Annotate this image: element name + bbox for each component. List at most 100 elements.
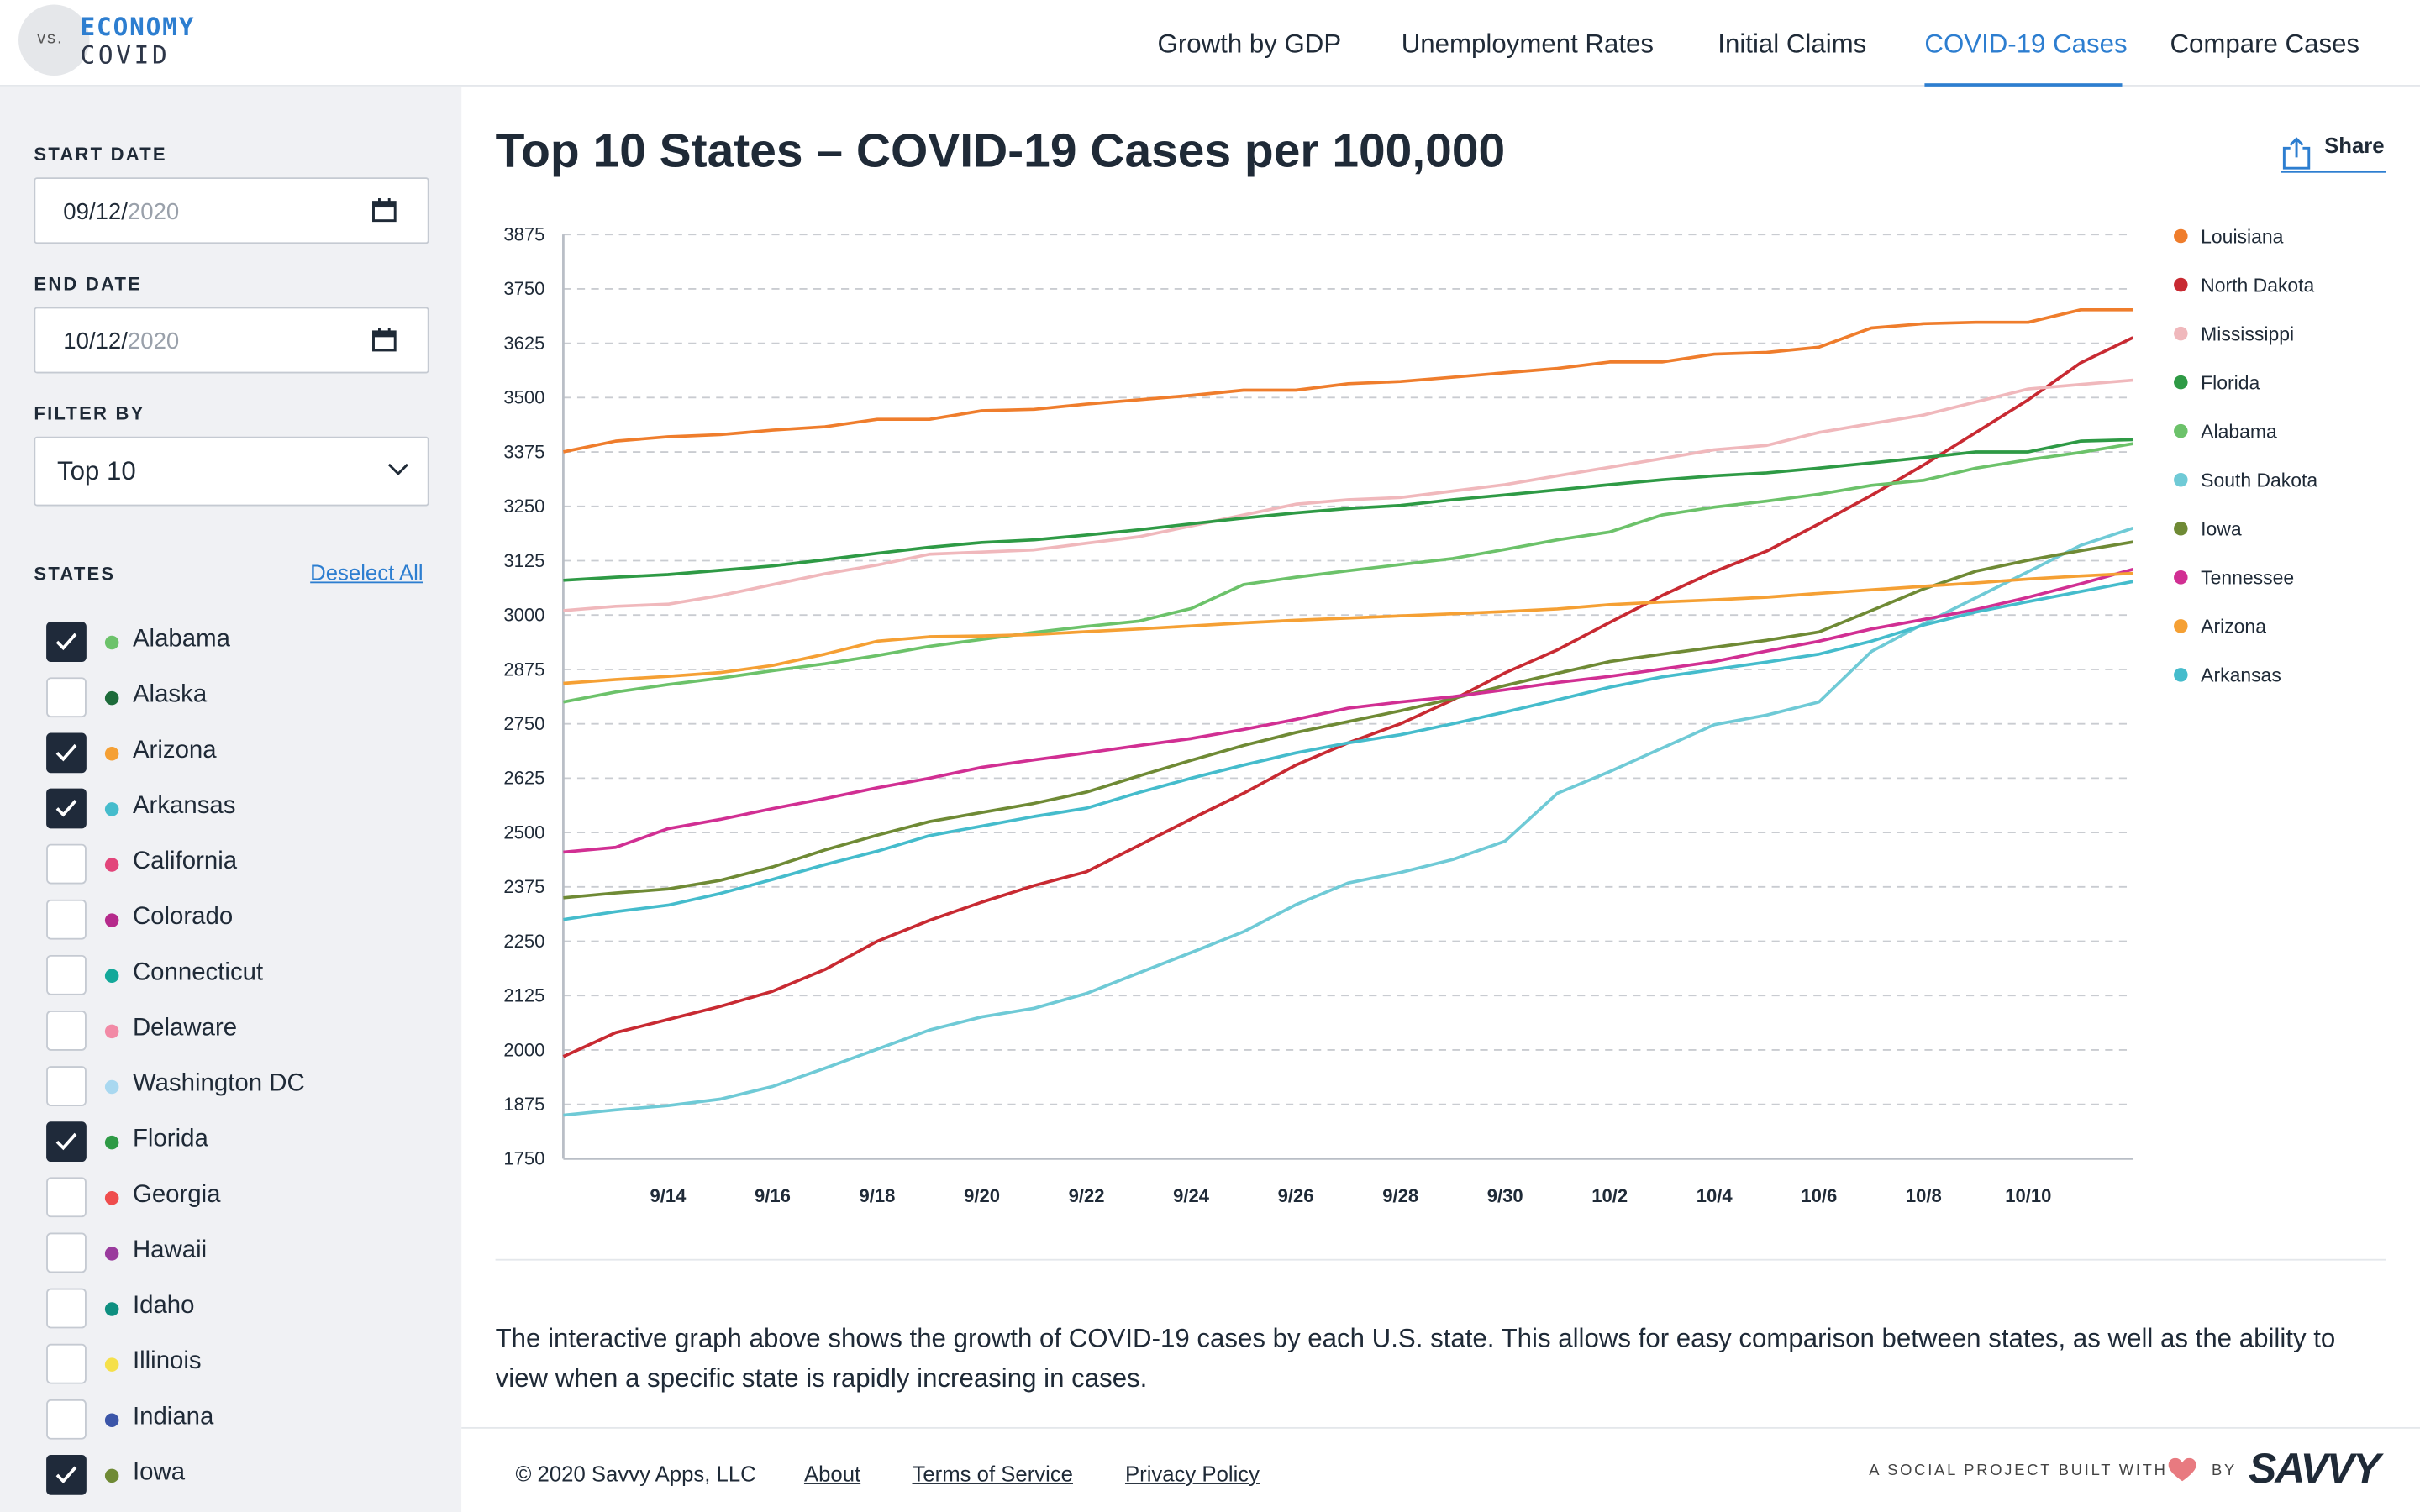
state-checkbox[interactable] bbox=[46, 788, 87, 829]
state-row-florida[interactable]: Florida bbox=[46, 1121, 448, 1163]
state-color-dot bbox=[104, 746, 119, 761]
state-checkbox[interactable] bbox=[46, 1066, 87, 1106]
footer-link-terms[interactable]: Terms of Service bbox=[912, 1461, 1073, 1486]
calendar-icon[interactable] bbox=[372, 197, 397, 223]
state-row-connecticut[interactable]: Connecticut bbox=[46, 954, 448, 995]
series-line-louisiana bbox=[563, 307, 2133, 454]
series-line-alabama bbox=[563, 442, 2133, 704]
state-name: Delaware bbox=[132, 1015, 238, 1042]
series-line-arkansas bbox=[563, 580, 2133, 921]
state-checkbox[interactable] bbox=[46, 843, 87, 885]
y-tick-label: 2625 bbox=[503, 768, 544, 789]
state-row-indiana[interactable]: Indiana bbox=[46, 1399, 448, 1440]
start-date-mmdd: 09/12/ bbox=[63, 198, 128, 226]
state-checkbox[interactable] bbox=[46, 732, 87, 774]
state-color-dot bbox=[104, 913, 119, 927]
y-tick-label: 2250 bbox=[503, 931, 544, 952]
state-color-dot bbox=[104, 1413, 119, 1427]
logo-line-covid: COVID bbox=[80, 39, 171, 70]
state-row-washington-dc[interactable]: Washington DC bbox=[46, 1066, 448, 1106]
state-checkbox[interactable] bbox=[46, 1011, 87, 1051]
state-checkbox[interactable] bbox=[46, 1343, 87, 1384]
state-checkbox[interactable] bbox=[46, 1177, 87, 1218]
state-checkbox[interactable] bbox=[46, 954, 87, 995]
state-name: Alabama bbox=[132, 626, 230, 653]
y-tick-label: 3625 bbox=[503, 333, 544, 354]
filter-sidebar: START DATE 09/12/2020 END DATE 10/12/202… bbox=[0, 86, 462, 1512]
footer-link-about[interactable]: About bbox=[803, 1461, 861, 1486]
state-row-arkansas[interactable]: Arkansas bbox=[46, 788, 448, 829]
state-row-illinois[interactable]: Illinois bbox=[46, 1343, 448, 1384]
state-name: Colorado bbox=[132, 904, 234, 931]
x-tick-label: 10/6 bbox=[1801, 1185, 1837, 1206]
state-checkbox[interactable] bbox=[46, 1455, 87, 1495]
logo-line-economy: ECONOMY bbox=[80, 12, 196, 42]
x-tick-label: 10/8 bbox=[1906, 1185, 1942, 1206]
end-date-input[interactable]: 10/12/2020 bbox=[34, 307, 429, 374]
nav-unemployment-rates[interactable]: Unemployment Rates bbox=[1401, 29, 1655, 59]
savvy-logo[interactable]: SAVVY bbox=[2249, 1446, 2381, 1493]
state-color-dot bbox=[104, 1190, 119, 1205]
state-row-colorado[interactable]: Colorado bbox=[46, 899, 448, 940]
x-tick-label: 9/20 bbox=[964, 1185, 1000, 1206]
filter-by-label: FILTER BY bbox=[34, 402, 145, 425]
top-header: vs. ECONOMY COVID Growth by GDP Unemploy… bbox=[0, 0, 2420, 87]
legend-label-florida: Florida bbox=[2201, 371, 2260, 393]
state-checkbox[interactable] bbox=[46, 1121, 87, 1163]
calendar-icon[interactable] bbox=[372, 327, 397, 352]
state-row-idaho[interactable]: Idaho bbox=[46, 1288, 448, 1329]
state-checkbox[interactable] bbox=[46, 1288, 87, 1329]
state-row-hawaii[interactable]: Hawaii bbox=[46, 1232, 448, 1273]
x-tick-label: 10/10 bbox=[2005, 1185, 2051, 1206]
y-tick-label: 1875 bbox=[503, 1094, 544, 1115]
footer-link-privacy[interactable]: Privacy Policy bbox=[1124, 1461, 1260, 1486]
state-name: Florida bbox=[132, 1126, 208, 1153]
state-checkbox[interactable] bbox=[46, 677, 87, 718]
filter-by-select[interactable]: Top 10 bbox=[34, 436, 429, 507]
state-row-arizona[interactable]: Arizona bbox=[46, 732, 448, 774]
state-row-georgia[interactable]: Georgia bbox=[46, 1177, 448, 1218]
state-row-iowa[interactable]: Iowa bbox=[46, 1455, 448, 1495]
y-tick-label: 2750 bbox=[503, 713, 544, 734]
state-checkbox[interactable] bbox=[46, 622, 87, 662]
state-color-dot bbox=[104, 1247, 119, 1261]
state-row-alabama[interactable]: Alabama bbox=[46, 622, 448, 662]
state-row-alaska[interactable]: Alaska bbox=[46, 677, 448, 718]
legend-label-tennessee: Tennessee bbox=[2201, 567, 2294, 589]
state-color-dot bbox=[104, 1468, 119, 1483]
state-name: Iowa bbox=[132, 1459, 186, 1486]
y-tick-label: 3250 bbox=[503, 496, 544, 517]
state-color-dot bbox=[104, 1357, 119, 1372]
checkmark-icon bbox=[55, 743, 77, 762]
filter-by-value: Top 10 bbox=[56, 456, 136, 486]
state-checkbox[interactable] bbox=[46, 899, 87, 940]
state-checkbox[interactable] bbox=[46, 1232, 87, 1273]
legend-dot-mississippi bbox=[2174, 326, 2188, 341]
checkmark-icon bbox=[55, 633, 77, 651]
start-date-input[interactable]: 09/12/2020 bbox=[34, 177, 429, 244]
y-tick-label: 3000 bbox=[503, 605, 544, 626]
x-tick-label: 9/16 bbox=[755, 1185, 791, 1206]
state-color-dot bbox=[104, 802, 119, 816]
logo[interactable] bbox=[18, 4, 90, 76]
nav-initial-claims[interactable]: Initial Claims bbox=[1718, 29, 1867, 59]
x-tick-label: 9/24 bbox=[1173, 1185, 1210, 1206]
section-divider bbox=[495, 1258, 2386, 1261]
state-row-california[interactable]: California bbox=[46, 843, 448, 885]
state-name: Connecticut bbox=[132, 959, 264, 986]
legend-dot-tennessee bbox=[2174, 570, 2188, 585]
legend-dot-north-dakota bbox=[2174, 277, 2188, 292]
state-color-dot bbox=[104, 1079, 119, 1095]
deselect-all-link[interactable]: Deselect All bbox=[310, 559, 424, 585]
state-name: Illinois bbox=[132, 1348, 202, 1375]
state-color-dot bbox=[104, 690, 119, 706]
nav-covid-19-cases[interactable]: COVID-19 Cases bbox=[1924, 29, 2128, 59]
nav-compare-cases[interactable]: Compare Cases bbox=[2170, 29, 2360, 59]
share-button[interactable]: Share bbox=[2281, 129, 2386, 173]
state-row-delaware[interactable]: Delaware bbox=[46, 1011, 448, 1051]
legend-dot-alabama bbox=[2174, 423, 2188, 438]
series-line-south-dakota bbox=[563, 526, 2133, 1117]
state-checkbox[interactable] bbox=[46, 1399, 87, 1440]
nav-growth-by-gdp[interactable]: Growth by GDP bbox=[1157, 29, 1342, 59]
